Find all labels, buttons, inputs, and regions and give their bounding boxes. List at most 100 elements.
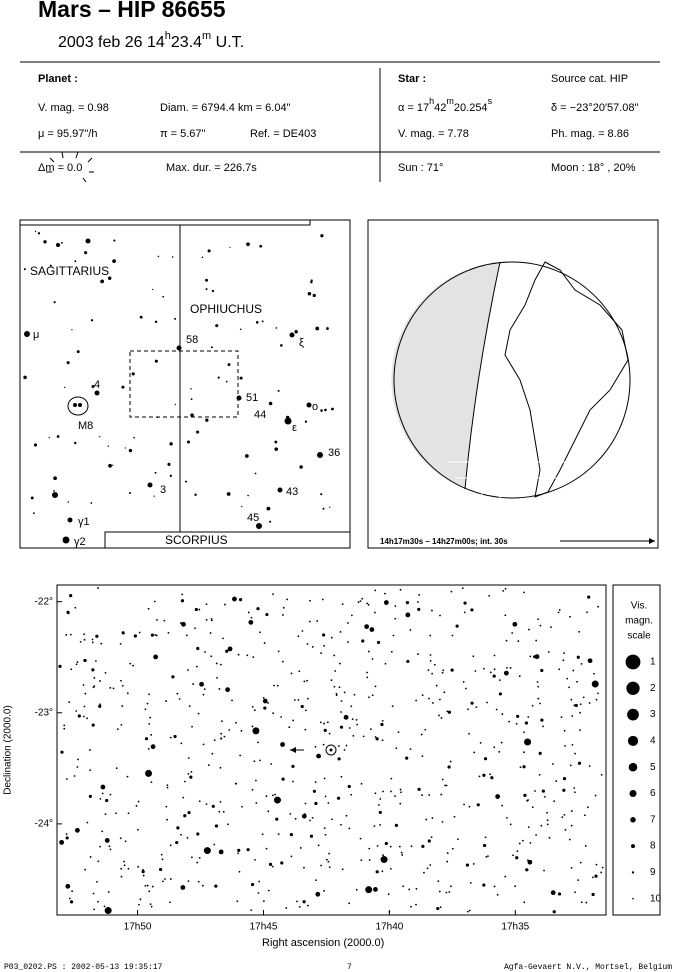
star <box>391 705 394 708</box>
scale-dot <box>627 708 639 721</box>
star <box>119 642 122 645</box>
star <box>493 746 496 749</box>
star <box>472 863 475 865</box>
star <box>433 663 436 666</box>
star <box>328 852 331 855</box>
star <box>382 790 384 793</box>
star <box>523 731 525 734</box>
star <box>324 795 327 798</box>
star <box>123 860 126 863</box>
star <box>374 736 377 738</box>
star <box>574 791 576 794</box>
star <box>268 401 273 406</box>
star <box>135 805 138 807</box>
subtitle-sup: m <box>202 30 211 42</box>
star <box>220 737 223 740</box>
star <box>531 704 534 707</box>
star <box>450 590 453 593</box>
star <box>310 280 313 284</box>
star <box>387 893 390 896</box>
star <box>83 638 86 641</box>
star <box>218 810 221 813</box>
star <box>84 251 88 255</box>
star <box>53 476 57 481</box>
star <box>121 705 124 707</box>
star <box>440 717 443 719</box>
star <box>373 886 378 892</box>
star <box>320 409 323 412</box>
star <box>516 850 519 853</box>
star <box>265 795 268 798</box>
star <box>389 845 392 848</box>
star <box>446 860 449 863</box>
star <box>259 244 263 248</box>
star <box>537 618 540 620</box>
star <box>85 238 91 244</box>
star <box>185 634 188 637</box>
star-heading: Star : <box>398 73 426 85</box>
star <box>201 256 204 259</box>
star <box>472 655 475 658</box>
star <box>137 800 140 803</box>
burst <box>46 151 94 183</box>
star <box>84 692 87 695</box>
star <box>74 260 77 263</box>
scale-dot <box>631 844 635 849</box>
star <box>220 663 222 666</box>
star <box>468 732 471 735</box>
star <box>148 723 151 725</box>
star <box>300 704 304 709</box>
star <box>75 710 78 712</box>
star <box>280 716 283 718</box>
star <box>229 246 231 248</box>
star <box>101 792 104 795</box>
star <box>181 593 184 596</box>
star <box>68 701 71 704</box>
star <box>588 765 591 767</box>
star <box>582 696 585 699</box>
star <box>482 667 485 670</box>
star-label: 45 <box>247 512 259 524</box>
star <box>373 825 376 827</box>
footer-company: Agfa-Gevaert N.V., Mortsel, Belgium <box>504 963 672 972</box>
star <box>112 687 115 690</box>
star <box>275 817 279 821</box>
star <box>252 656 255 658</box>
star <box>92 686 95 689</box>
star <box>186 440 190 444</box>
star <box>367 650 370 653</box>
star <box>92 892 95 895</box>
star <box>326 721 329 724</box>
star <box>99 845 102 848</box>
scale-dot <box>626 681 640 695</box>
star <box>527 826 530 828</box>
star <box>343 691 346 694</box>
star <box>337 757 341 761</box>
x-axis-label: Right ascension (2000.0) <box>262 937 384 949</box>
star <box>285 415 290 420</box>
star <box>190 398 193 401</box>
star <box>450 668 454 672</box>
star <box>280 344 283 347</box>
star <box>187 880 190 883</box>
star <box>166 818 168 821</box>
star <box>384 662 387 665</box>
star <box>529 841 532 844</box>
star <box>232 596 237 602</box>
star <box>379 798 382 800</box>
star <box>252 727 260 735</box>
star <box>266 506 271 511</box>
star <box>259 631 261 634</box>
star <box>576 680 578 683</box>
star <box>166 784 169 787</box>
star <box>552 763 554 765</box>
star <box>600 871 603 874</box>
star <box>63 386 66 389</box>
scale-title: magn. <box>625 616 653 627</box>
star <box>337 745 340 747</box>
star <box>176 345 182 351</box>
star <box>180 885 186 890</box>
star <box>362 735 365 738</box>
star <box>366 671 368 674</box>
